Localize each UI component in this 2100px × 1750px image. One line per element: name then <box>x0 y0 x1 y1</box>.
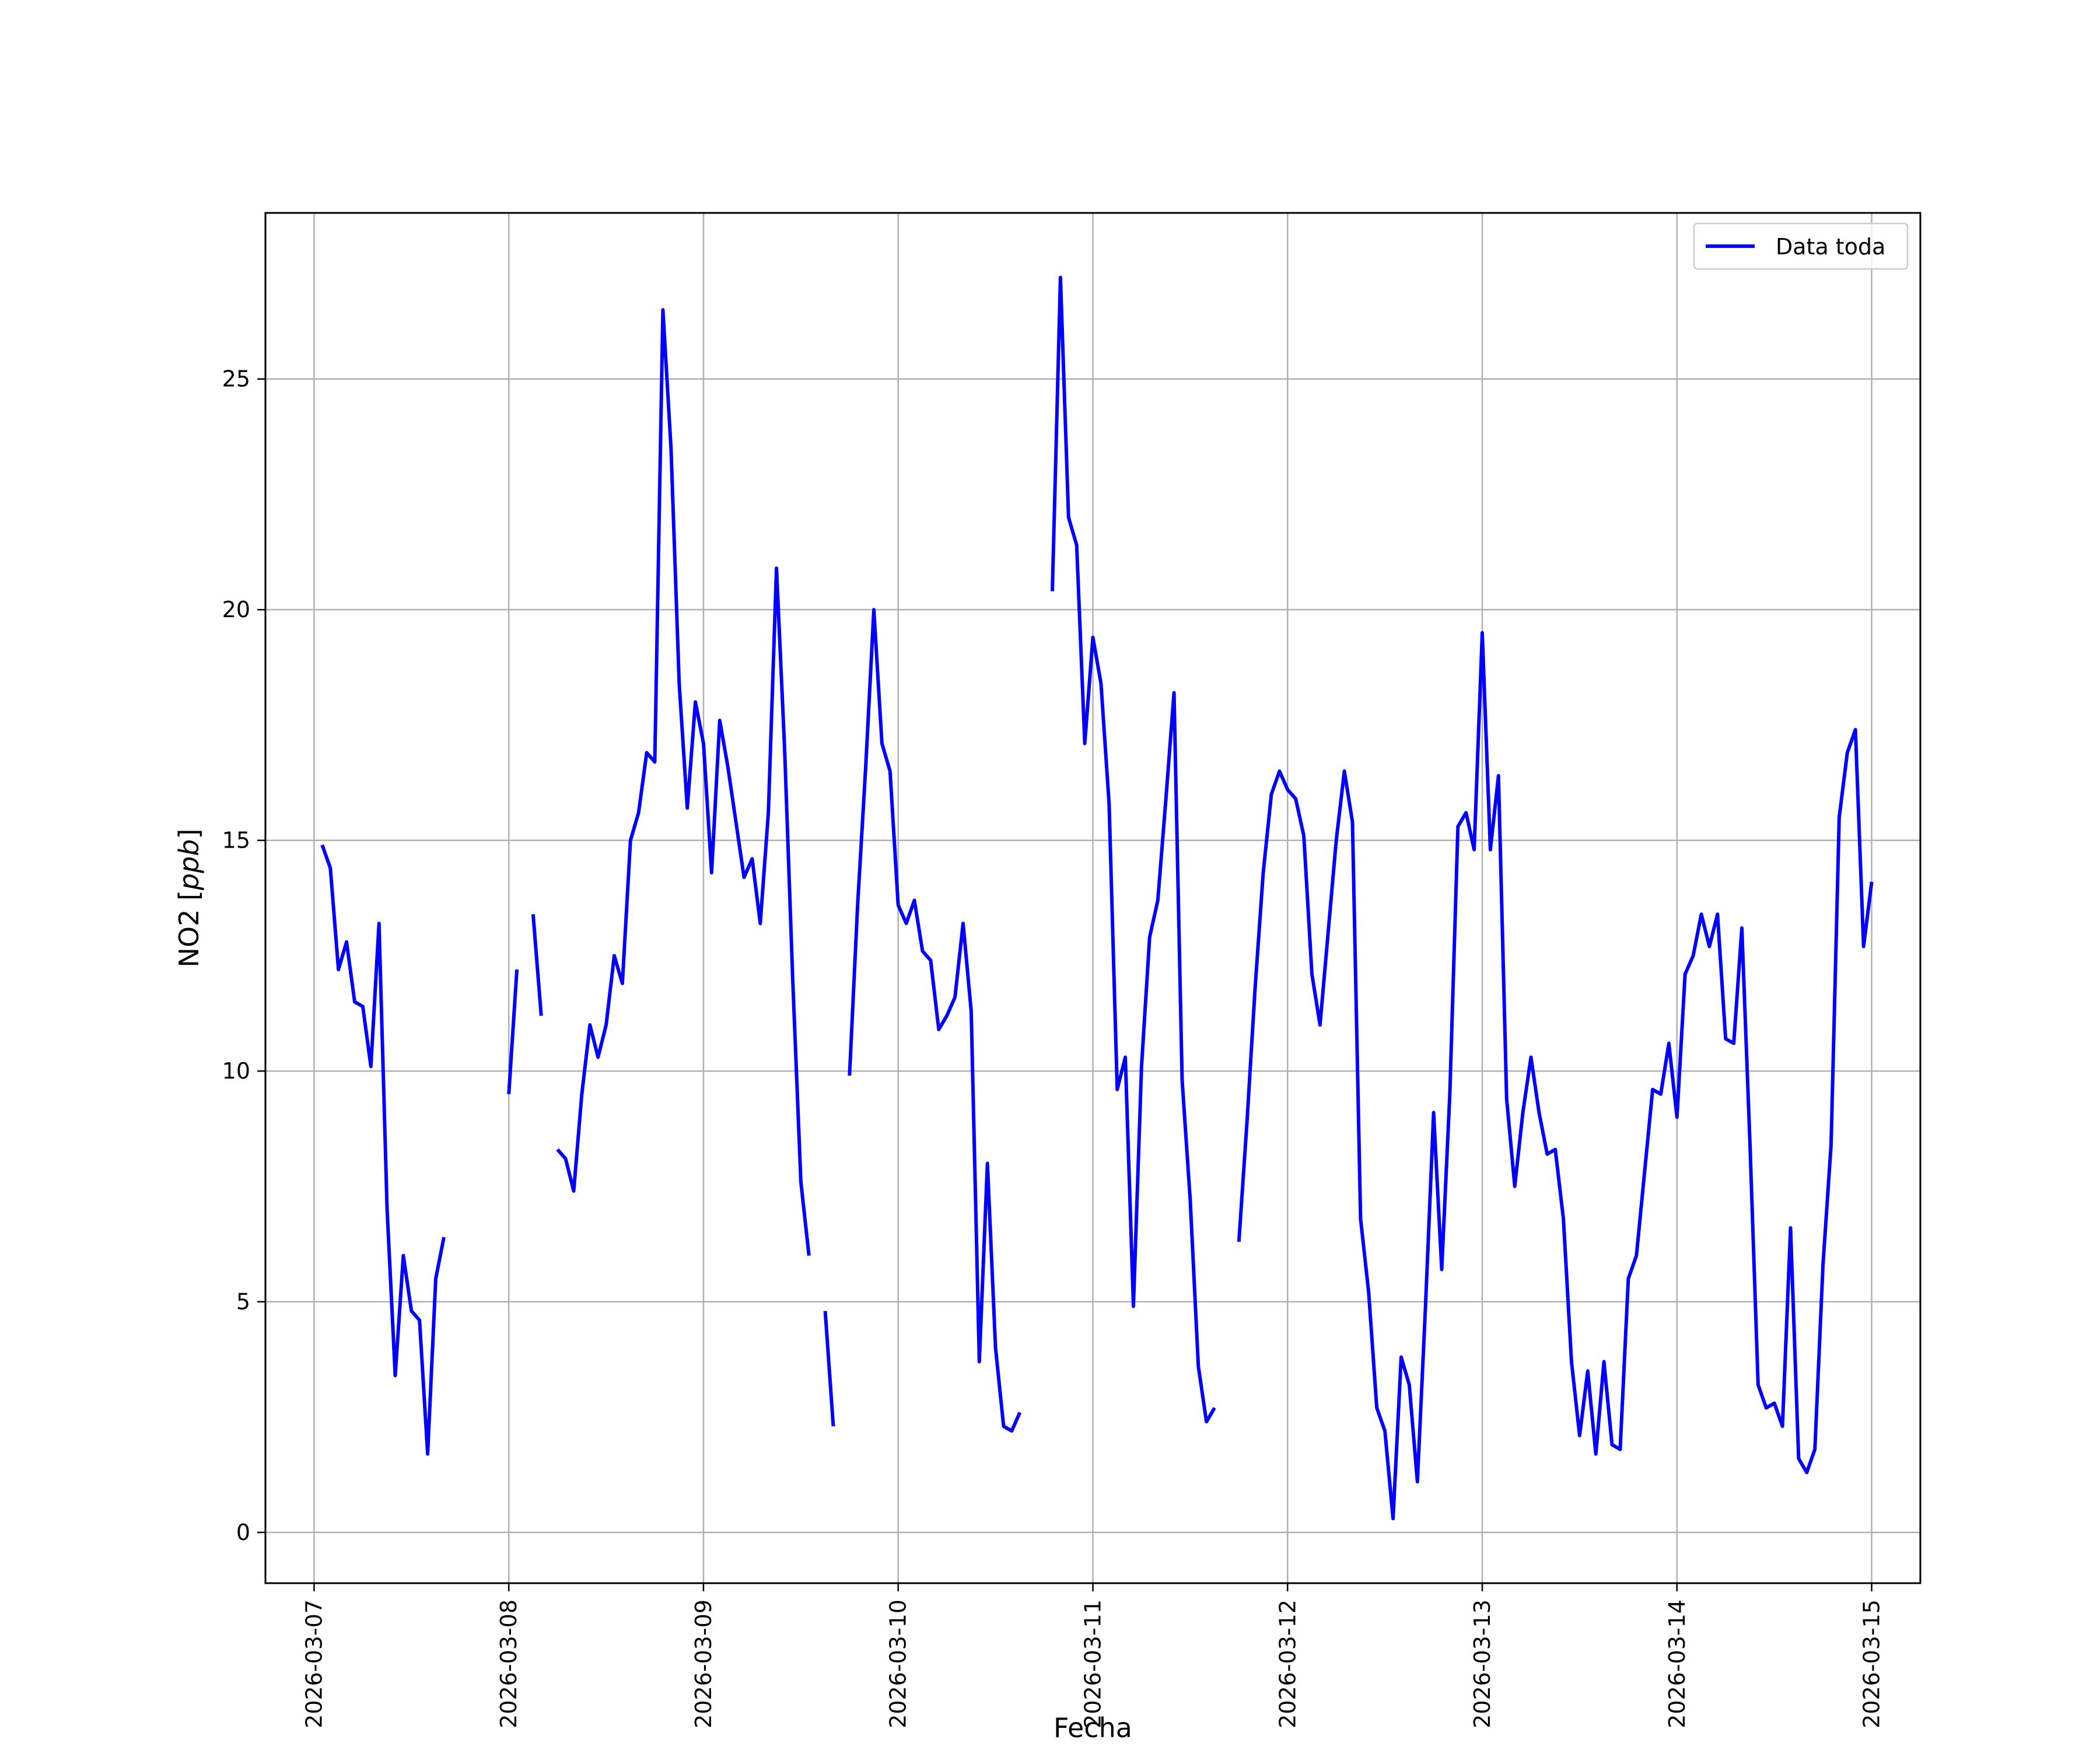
x-tick-label: 2026-03-07 <box>301 1600 327 1728</box>
x-tick-label: 2026-03-15 <box>1859 1600 1885 1728</box>
series-line-segment <box>531 914 543 1016</box>
y-tick-label: 5 <box>236 1289 250 1315</box>
y-tick-label: 10 <box>222 1058 250 1084</box>
series-line-segment <box>823 1311 835 1427</box>
x-axis: 2026-03-07 2026-03-08 2026-03-09 2026-03-10… <box>301 1583 1885 1728</box>
x-tick-label: 2026-03-14 <box>1664 1600 1690 1728</box>
y-axis-label-close: ] <box>173 828 205 839</box>
y-axis-label-unit: ppb <box>173 839 205 891</box>
y-tick-label: 20 <box>222 597 250 622</box>
y-axis-label-main: NO2 [ <box>173 890 205 967</box>
x-tick-label: 2026-03-10 <box>886 1600 911 1728</box>
series-line-segment <box>556 308 811 1256</box>
series-line-segment <box>320 844 446 1456</box>
data-series <box>320 275 1874 1521</box>
x-tick-label: 2026-03-11 <box>1080 1600 1106 1728</box>
series-line-segment <box>1051 275 1216 1424</box>
y-axis: 0 5 10 15 20 25 <box>222 366 265 1545</box>
legend-label-data-toda: Data toda <box>1776 234 1885 260</box>
y-tick-label: 15 <box>222 828 250 853</box>
x-tick-label: 2026-03-09 <box>691 1600 716 1728</box>
series-line-segment <box>507 969 519 1094</box>
y-tick-label: 25 <box>222 366 250 392</box>
series-line-segment <box>848 608 1022 1433</box>
y-axis-label: NO2 [ppb] <box>173 828 205 967</box>
legend-box <box>1693 222 1909 270</box>
y-tick-label: 0 <box>236 1520 250 1545</box>
series-line-segment <box>1237 631 1874 1521</box>
x-axis-label: Fecha <box>1054 1712 1132 1744</box>
x-tick-label: 2026-03-08 <box>496 1600 522 1728</box>
legend: Data toda <box>1693 222 1909 270</box>
x-tick-label: 2026-03-12 <box>1275 1600 1300 1728</box>
x-tick-label: 2026-03-13 <box>1469 1600 1495 1728</box>
grid-lines <box>265 213 1920 1583</box>
